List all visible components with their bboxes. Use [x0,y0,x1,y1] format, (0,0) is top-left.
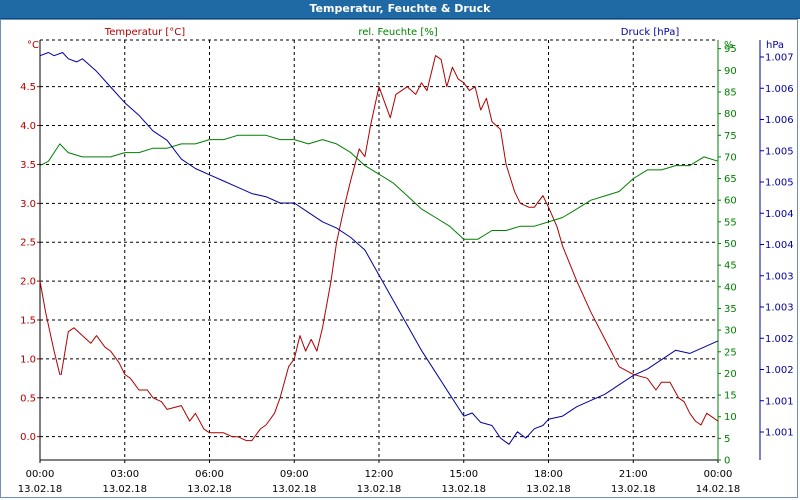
humidity-axis-label: rel. Feuchte [%] [358,27,437,38]
pressure-tick-label: 1.005 [765,178,794,189]
chart-title: Temperatur, Feuchte & Druck [0,0,800,19]
humidity-tick-label: 45 [724,261,737,272]
humidity-tick-label: 95 [724,44,737,55]
series-lines [39,52,719,445]
humidity-tick-label: 5 [724,434,730,445]
humidity-tick-label: 25 [724,347,737,358]
pressure-tick-label: 1.006 [765,115,794,126]
x-tick-time: 00:00 [704,469,733,480]
humidity-tick-label: 20 [724,369,737,380]
temperature-tick-label: 1.0 [20,354,36,365]
pressure-tick-label: 1.004 [765,240,794,251]
humidity-tick-label: 85 [724,87,737,98]
humidity-tick-label: 0 [724,456,730,467]
pressure-series-line [39,52,719,445]
humidity-tick-label: 90 [724,66,737,77]
x-tick-time: 09:00 [280,469,309,480]
temperature-tick-label: 0.0 [20,432,36,443]
temperature-tick-label: 1.5 [20,316,36,327]
x-tick-time: 00:00 [26,469,55,480]
pressure-tick-label: 1.006 [765,84,794,95]
temperature-tick-label: 4.5 [20,82,36,93]
x-tick-date: 13.02.18 [526,484,571,495]
x-tick-time: 21:00 [619,469,648,480]
humidity-unit-label: % [724,40,734,51]
pressure-tick-label: 1.001 [765,396,794,407]
x-tick-time: 15:00 [449,469,478,480]
x-tick-date: 13.02.18 [187,484,232,495]
x-tick-date: 13.02.18 [357,484,402,495]
humidity-tick-label: 75 [724,131,737,142]
pressure-unit-label: hPa [766,40,784,51]
pressure-tick-label: 1.007 [765,53,794,64]
grid-lines [40,39,718,460]
humidity-tick-label: 35 [724,304,737,315]
temperature-tick-label: 4.0 [20,121,36,132]
pressure-axis-label: Druck [hPa] [621,27,680,38]
temperature-unit-label: °C [27,40,39,51]
humidity-series-line [39,134,719,240]
x-tick-date: 13.02.18 [18,484,63,495]
x-tick-date: 14.02.18 [696,484,741,495]
x-tick-time: 18:00 [534,469,563,480]
temperature-tick-label: 3.5 [20,160,36,171]
humidity-tick-label: 40 [724,282,737,293]
x-tick-date: 13.02.18 [272,484,317,495]
pressure-tick-label: 1.003 [765,271,794,282]
pressure-tick-label: 1.005 [765,146,794,157]
x-tick-date: 13.02.18 [102,484,147,495]
axis-labels: °C Temperatur [°C] rel. Feuchte [%] % Dr… [27,27,784,51]
temperature-tick-label: 2.0 [20,277,36,288]
pressure-tick-label: 1.002 [765,334,794,345]
x-tick-time: 03:00 [110,469,139,480]
temperature-tick-label: 0.5 [20,393,36,404]
temperature-tick-label: 2.5 [20,238,36,249]
pressure-tick-label: 1.003 [765,303,794,314]
pressure-tick-label: 1.002 [765,365,794,376]
humidity-tick-label: 30 [724,326,737,337]
x-tick-time: 06:00 [195,469,224,480]
humidity-tick-label: 50 [724,239,737,250]
humidity-tick-label: 80 [724,109,737,120]
chart-frame [0,19,798,498]
x-tick-date: 13.02.18 [441,484,486,495]
humidity-tick-label: 55 [724,217,737,228]
humidity-tick-label: 70 [724,152,737,163]
axes: 0.0 0.5 1.0 1.5 2.0 2.5 3.0 3.5 4.0 4.5 00:00 13.02… [18,40,794,495]
humidity-tick-label: 60 [724,196,737,207]
temperature-series-line [39,55,719,442]
pressure-tick-label: 1.001 [765,428,794,439]
pressure-tick-label: 1.004 [765,209,794,220]
x-tick-time: 12:00 [365,469,394,480]
x-tick-date: 13.02.18 [611,484,656,495]
humidity-tick-label: 10 [724,412,737,423]
humidity-tick-label: 65 [724,174,737,185]
temperature-axis-label: Temperatur [°C] [104,27,185,38]
humidity-tick-label: 15 [724,391,737,402]
temperature-tick-label: 3.0 [20,199,36,210]
